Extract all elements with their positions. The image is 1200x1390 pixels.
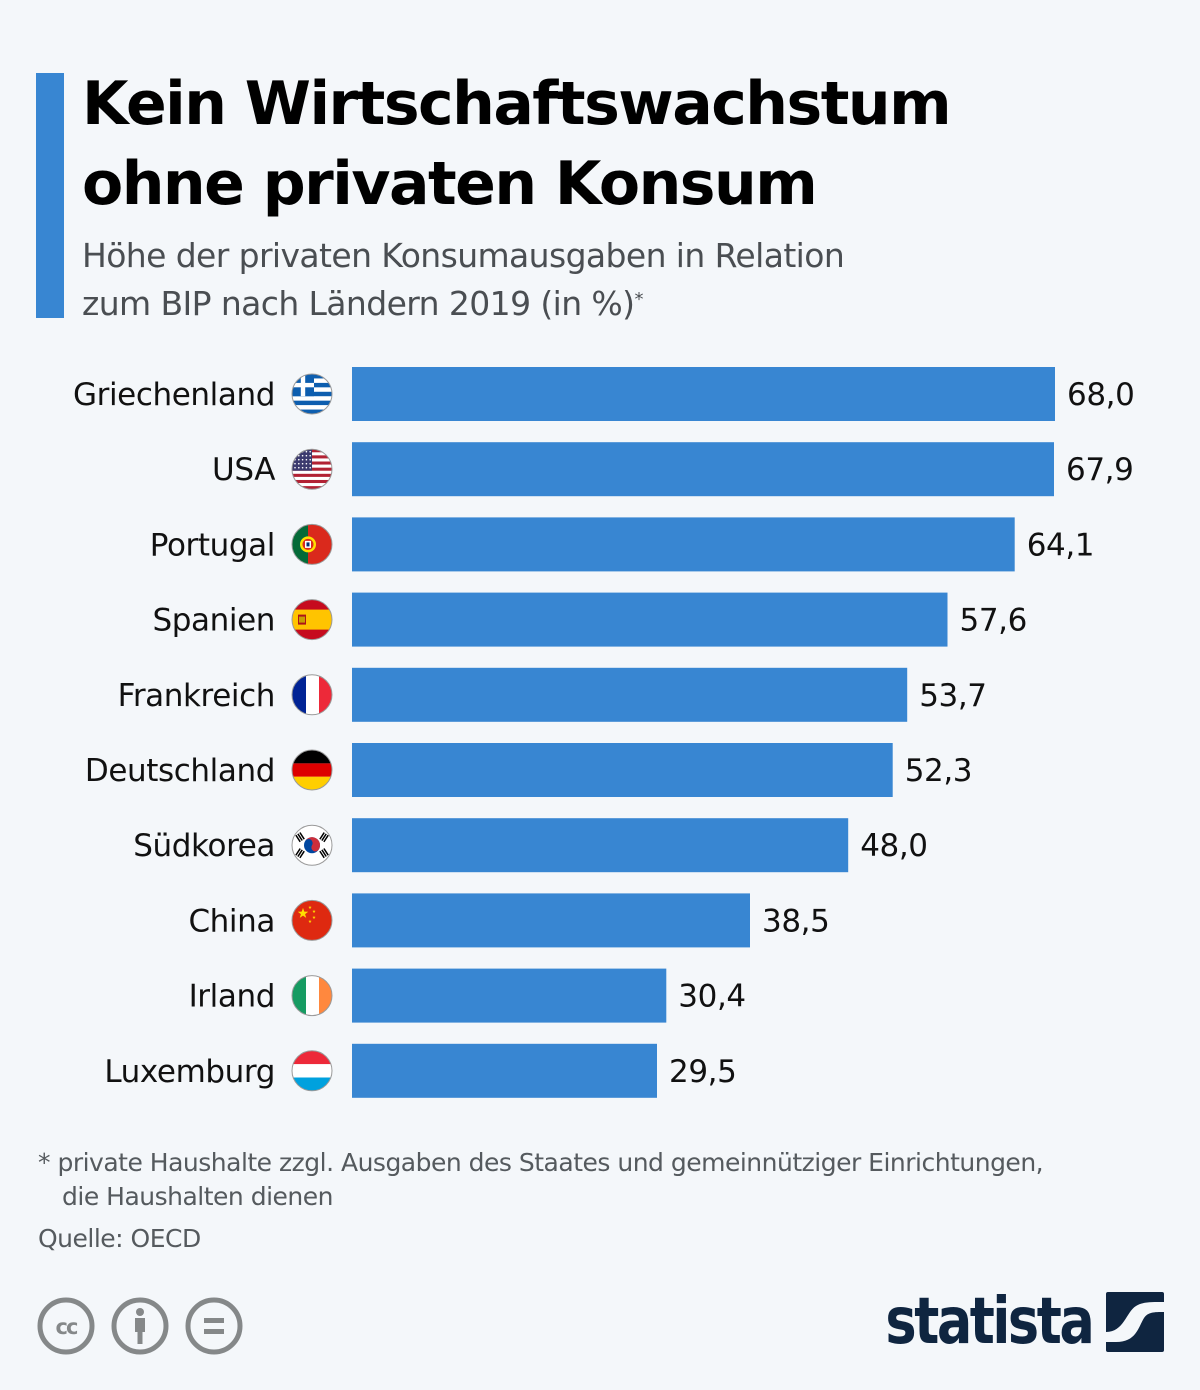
value-label: 48,0 — [860, 828, 927, 864]
value-label: 52,3 — [905, 753, 972, 789]
value-label: 64,1 — [1027, 527, 1094, 563]
title-accent-bar — [36, 73, 64, 318]
value-label: 30,4 — [678, 979, 745, 1015]
value-label: 38,5 — [762, 903, 829, 939]
bar — [352, 442, 1054, 497]
category-label: Deutschland — [85, 753, 275, 789]
statista-wordmark: statista — [885, 1285, 1094, 1359]
category-label: USA — [212, 452, 275, 488]
bar — [352, 367, 1055, 421]
germany-flag-icon — [291, 749, 333, 791]
france-flag-icon — [291, 674, 333, 716]
bar-row: Portugal 64,1 — [150, 517, 1095, 572]
creative-commons-icon[interactable]: cc — [36, 1296, 96, 1356]
bar — [352, 968, 667, 1023]
bar-row: USA 67,9 — [212, 442, 1134, 497]
bar — [352, 893, 750, 948]
china-flag-icon — [291, 899, 333, 941]
category-label: Südkorea — [133, 828, 275, 864]
south-korea-flag-icon — [291, 824, 333, 866]
subtitle-line-2-wrap: zum BIP nach Ländern 2019 (in %)* — [82, 280, 1082, 328]
value-label: 68,0 — [1067, 377, 1134, 413]
bar — [352, 592, 948, 647]
title-line-2: ohne privaten Konsum — [82, 149, 818, 219]
portugal-flag-icon — [291, 523, 333, 565]
chart-subtitle: Höhe der privaten Konsumausgaben in Rela… — [82, 232, 1082, 328]
source-note: Quelle: OECD — [38, 1224, 201, 1253]
statista-mark-icon — [1106, 1292, 1164, 1352]
greece-flag-icon — [291, 373, 333, 415]
bar-row: Luxemburg 29,5 — [104, 1043, 737, 1098]
subtitle-line-1: Höhe der privaten Konsumausgaben in Rela… — [82, 236, 845, 275]
footnote-line-2: die Haushalten dienen — [62, 1182, 333, 1211]
bar — [352, 667, 908, 722]
bar-row: Frankreich 53,7 — [118, 667, 987, 722]
chart-title: Kein Wirtschaftswachstum ohne privaten K… — [82, 64, 1182, 224]
bar-row: Südkorea 48,0 — [133, 818, 928, 873]
ireland-flag-icon — [291, 975, 333, 1017]
bar-row: Deutschland 52,3 — [85, 743, 973, 797]
license-icons: cc — [36, 1296, 244, 1356]
subtitle-line-2: zum BIP nach Ländern 2019 (in %) — [82, 284, 635, 323]
footnote-line-1: * private Haushalte zzgl. Ausgaben des S… — [38, 1148, 1044, 1177]
bar-row: Griechenland 68,0 — [73, 367, 1135, 421]
category-label: Luxemburg — [104, 1054, 275, 1090]
value-label: 57,6 — [960, 603, 1027, 639]
no-derivatives-icon[interactable] — [184, 1296, 244, 1356]
attribution-icon[interactable] — [110, 1296, 170, 1356]
value-label: 67,9 — [1066, 452, 1133, 488]
spain-flag-icon — [291, 599, 333, 641]
category-label: Portugal — [150, 527, 275, 563]
subtitle-footnote-marker: * — [634, 289, 643, 310]
value-label: 53,7 — [919, 678, 986, 714]
value-label: 29,5 — [669, 1054, 736, 1090]
bar — [352, 818, 849, 873]
luxembourg-flag-icon — [291, 1050, 333, 1092]
bar — [352, 743, 893, 797]
usa-flag-icon — [291, 448, 333, 490]
bar-row: Spanien 57,6 — [152, 592, 1027, 647]
category-label: Griechenland — [73, 377, 275, 413]
bar — [352, 1043, 657, 1098]
bar — [352, 517, 1015, 572]
title-line-1: Kein Wirtschaftswachstum — [82, 69, 952, 139]
category-label: Frankreich — [118, 678, 275, 714]
statista-logo[interactable]: statista — [840, 1290, 1164, 1354]
footnote: * private Haushalte zzgl. Ausgaben des S… — [38, 1146, 1188, 1214]
category-label: Spanien — [152, 603, 275, 639]
svg-text:cc: cc — [56, 1315, 78, 1339]
bar-row: China 38,5 — [188, 893, 830, 948]
bar-row: Irland 30,4 — [189, 968, 746, 1023]
category-label: Irland — [189, 979, 275, 1015]
category-label: China — [188, 903, 275, 939]
